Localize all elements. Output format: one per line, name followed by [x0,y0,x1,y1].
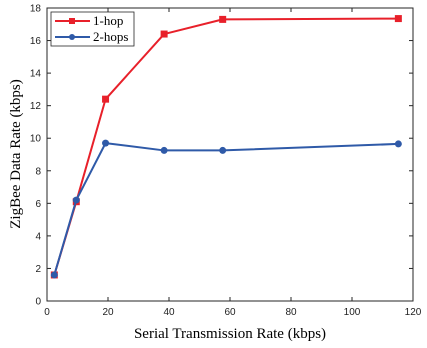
y-tick-label: 16 [30,36,42,47]
data-point-2-hops [102,139,110,147]
series-layer [50,15,402,279]
x-axis: 0 20 40 60 80 100 120 [44,8,422,318]
data-point-2-hops [72,196,80,204]
y-tick-label: 0 [35,297,41,308]
data-point-1-hop [219,15,227,23]
x-tick-label: 80 [285,307,297,318]
y-tick-label: 10 [30,134,42,145]
plot-area [46,7,414,302]
y-tick-label: 12 [30,101,42,112]
x-tick-label: 20 [102,307,114,318]
y-tick-label: 14 [30,69,42,80]
y-axis-title: ZigBee Data Rate (kbps) [8,79,24,229]
data-point-2-hops [50,271,58,279]
data-point-1-hop [394,15,402,23]
legend-marker-1-hop [69,18,75,24]
legend-label-2-hops: 2-hops [93,29,128,44]
data-point-1-hop [160,30,168,38]
x-axis-title: Serial Transmission Rate (kbps) [134,326,326,342]
x-tick-label: 120 [405,307,422,318]
data-point-2-hops [160,146,168,154]
legend-label-1-hop: 1-hop [93,13,123,28]
legend: 1-hop 2-hops [50,11,135,47]
legend-marker-2-hops [69,34,75,40]
x-tick-label: 40 [163,307,175,318]
legend-box [50,11,135,47]
data-point-2-hops [219,146,227,154]
series-line-2-hops [53,142,399,276]
y-tick-label: 8 [35,166,41,177]
y-tick-label: 6 [35,199,41,210]
y-tick-label: 18 [30,4,42,15]
x-tick-label: 60 [224,307,236,318]
y-axis: 0 2 4 6 8 10 12 14 16 18 [30,4,413,308]
x-tick-label: 0 [44,307,50,318]
y-tick-label: 2 [35,264,41,275]
x-tick-label: 100 [344,307,361,318]
data-point-1-hop [102,95,110,103]
data-point-2-hops [394,140,402,148]
y-tick-label: 4 [35,231,41,242]
